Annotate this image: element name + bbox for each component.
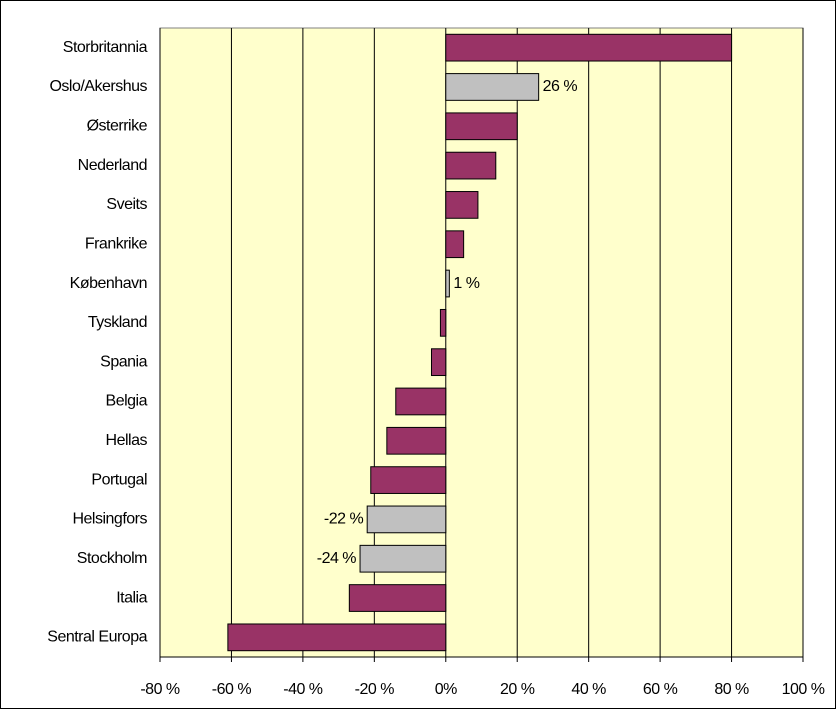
- x-tick-label: 60 %: [643, 681, 678, 698]
- bar: [395, 387, 447, 416]
- y-tick-label: Stockholm: [77, 550, 147, 567]
- y-tick-label: Helsingfors: [72, 511, 147, 528]
- y-tick-label: Spania: [100, 353, 147, 370]
- x-tick-label: 20 %: [500, 681, 535, 698]
- y-tick-label: Hellas: [106, 432, 148, 449]
- data-label: 26 %: [543, 78, 578, 95]
- bar: [445, 33, 733, 62]
- bar: [439, 308, 447, 337]
- y-tick-label: Storbritannia: [63, 39, 148, 56]
- x-tick-label: -60 %: [212, 681, 252, 698]
- data-label: -24 %: [317, 550, 357, 567]
- x-tick-label: -20 %: [355, 681, 395, 698]
- bar: [445, 191, 479, 219]
- x-tick-label: 100 %: [782, 681, 825, 698]
- y-tick-label: Belgia: [106, 393, 148, 410]
- x-tick-label: -80 %: [140, 681, 180, 698]
- bar: [348, 584, 447, 612]
- x-tick-label: 0%: [435, 681, 457, 698]
- bar: [366, 505, 447, 534]
- bar: [445, 151, 497, 180]
- data-label: -22 %: [324, 511, 364, 528]
- y-tick-label: Tyskland: [88, 314, 147, 331]
- y-tick-label: Sveits: [106, 196, 147, 213]
- bar: [430, 348, 447, 377]
- y-tick-label: Italia: [116, 589, 147, 606]
- x-tick-label: 40 %: [571, 681, 606, 698]
- bar: [370, 466, 447, 494]
- y-tick-label: Østerrike: [87, 118, 148, 135]
- data-label: 1 %: [453, 275, 479, 292]
- bar: [445, 112, 518, 141]
- bar: [386, 426, 447, 455]
- y-tick-label: København: [70, 275, 147, 292]
- y-tick-label: Oslo/Akershus: [49, 78, 147, 95]
- bar: [445, 269, 450, 298]
- bar: [445, 73, 540, 101]
- y-tick-label: Frankrike: [85, 235, 148, 252]
- y-tick-label: Sentral Europa: [47, 629, 147, 646]
- y-tick-label: Nederland: [78, 157, 147, 174]
- bar: [227, 623, 447, 652]
- x-tick-label: -40 %: [283, 681, 323, 698]
- bar: [445, 230, 465, 259]
- x-tick-label: 80 %: [714, 681, 749, 698]
- y-tick-label: Portugal: [91, 471, 147, 488]
- bar: [359, 544, 447, 573]
